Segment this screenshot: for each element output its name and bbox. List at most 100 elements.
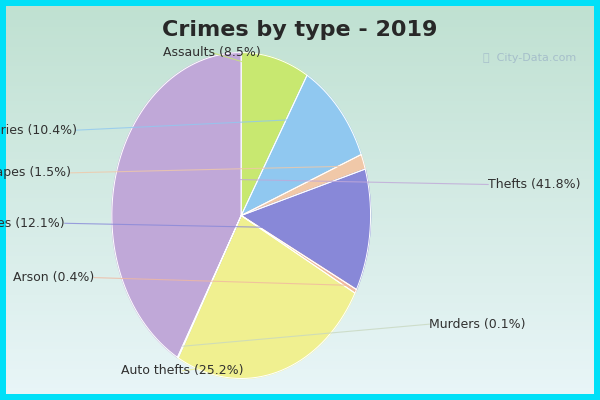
Bar xyxy=(6,188,594,192)
Bar xyxy=(6,52,594,56)
Bar xyxy=(6,76,594,80)
Bar xyxy=(6,33,594,37)
Bar xyxy=(6,340,594,344)
Bar xyxy=(6,37,594,41)
Bar xyxy=(6,146,594,150)
Bar xyxy=(6,289,594,293)
Bar xyxy=(6,157,594,161)
Bar xyxy=(6,60,594,64)
Bar xyxy=(6,6,594,10)
Bar xyxy=(6,216,594,219)
Bar xyxy=(6,88,594,91)
Bar xyxy=(6,351,594,355)
Bar xyxy=(6,138,594,142)
Text: Burglaries (10.4%): Burglaries (10.4%) xyxy=(0,124,77,137)
Bar xyxy=(6,196,594,200)
Bar xyxy=(6,212,594,216)
Bar xyxy=(6,64,594,68)
Bar xyxy=(6,254,594,258)
Bar xyxy=(6,309,594,312)
Bar xyxy=(6,312,594,316)
Bar xyxy=(6,56,594,60)
Polygon shape xyxy=(241,75,361,216)
Bar xyxy=(6,243,594,246)
Bar xyxy=(6,367,594,371)
Text: Murders (0.1%): Murders (0.1%) xyxy=(430,318,526,331)
Bar xyxy=(6,165,594,169)
Bar xyxy=(6,49,594,52)
Bar xyxy=(6,328,594,332)
Bar xyxy=(6,386,594,390)
Bar xyxy=(6,177,594,181)
Bar xyxy=(6,204,594,208)
Bar xyxy=(6,103,594,107)
Bar xyxy=(6,115,594,118)
Bar xyxy=(6,95,594,99)
Bar xyxy=(6,142,594,146)
Bar xyxy=(6,22,594,26)
Bar xyxy=(6,29,594,33)
Bar xyxy=(6,278,594,282)
Text: Arson (0.4%): Arson (0.4%) xyxy=(13,271,94,284)
Bar xyxy=(6,68,594,72)
Bar xyxy=(6,258,594,262)
Bar xyxy=(6,118,594,122)
Text: Assaults (8.5%): Assaults (8.5%) xyxy=(163,46,260,59)
Bar xyxy=(6,200,594,204)
Bar xyxy=(6,26,594,29)
Bar xyxy=(6,285,594,289)
Polygon shape xyxy=(178,216,241,358)
Text: Robberies (12.1%): Robberies (12.1%) xyxy=(0,217,65,230)
Bar xyxy=(6,208,594,212)
Text: ⓘ  City-Data.com: ⓘ City-Data.com xyxy=(483,52,577,62)
Bar xyxy=(6,262,594,266)
Bar xyxy=(6,173,594,177)
Bar xyxy=(6,126,594,130)
Bar xyxy=(6,355,594,359)
Bar xyxy=(6,223,594,227)
Bar xyxy=(6,45,594,49)
Bar xyxy=(6,99,594,103)
Bar xyxy=(6,293,594,297)
Bar xyxy=(6,231,594,235)
Bar xyxy=(6,324,594,328)
Bar xyxy=(6,154,594,157)
Polygon shape xyxy=(241,52,307,216)
Bar xyxy=(6,374,594,378)
Bar xyxy=(6,390,594,394)
Bar xyxy=(6,348,594,351)
Bar xyxy=(6,305,594,309)
Bar xyxy=(6,84,594,88)
Bar xyxy=(6,297,594,301)
Bar xyxy=(6,181,594,184)
Bar xyxy=(6,111,594,115)
Bar xyxy=(6,227,594,231)
Bar xyxy=(6,130,594,134)
Bar xyxy=(6,10,594,14)
Bar xyxy=(6,161,594,165)
Bar xyxy=(6,320,594,324)
Bar xyxy=(6,107,594,111)
Bar xyxy=(6,382,594,386)
Bar xyxy=(6,134,594,138)
Bar xyxy=(6,363,594,367)
Bar xyxy=(6,91,594,95)
Polygon shape xyxy=(241,169,371,290)
Polygon shape xyxy=(241,154,365,216)
Bar xyxy=(6,80,594,84)
Bar xyxy=(6,270,594,274)
Text: Rapes (1.5%): Rapes (1.5%) xyxy=(0,166,71,179)
Bar xyxy=(6,282,594,285)
Polygon shape xyxy=(178,216,355,378)
Bar xyxy=(6,150,594,154)
Bar xyxy=(6,359,594,363)
Bar xyxy=(6,316,594,320)
Bar xyxy=(6,72,594,76)
Bar xyxy=(6,239,594,243)
Bar xyxy=(6,344,594,348)
Bar xyxy=(6,41,594,45)
Bar xyxy=(6,371,594,374)
Bar xyxy=(6,332,594,336)
Bar xyxy=(6,192,594,196)
Bar xyxy=(6,378,594,382)
